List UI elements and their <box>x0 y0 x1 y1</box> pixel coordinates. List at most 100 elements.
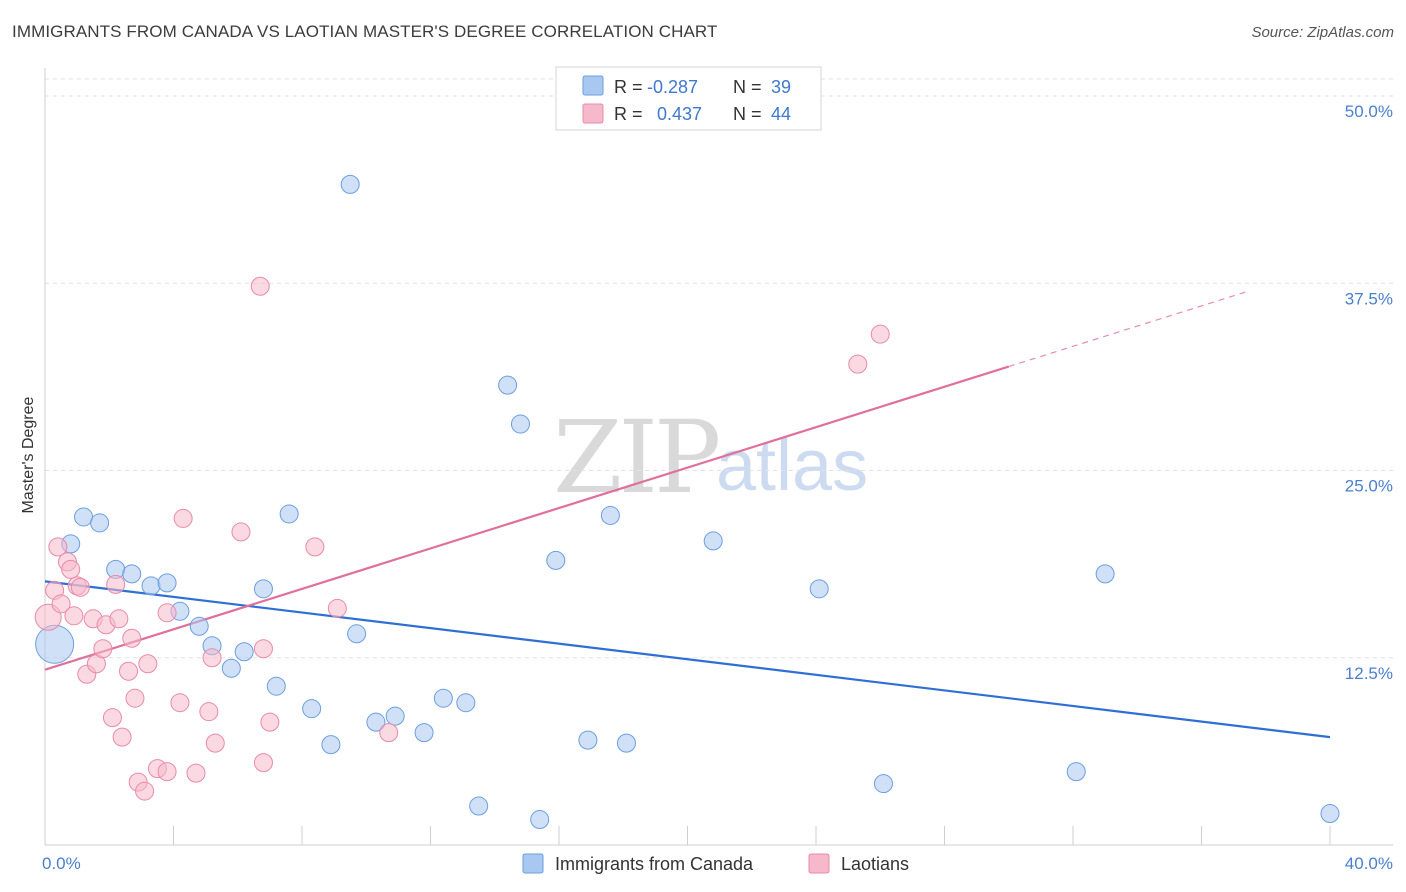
bottom-legend-swatch-laotians <box>808 853 830 874</box>
point-canada <box>189 616 209 636</box>
x-tick-label-max: 40.0% <box>1345 854 1393 873</box>
point-laotians <box>93 639 113 659</box>
point-laotians <box>327 598 347 618</box>
point-laotians <box>106 574 126 594</box>
point-canada <box>1320 804 1340 824</box>
gridlines <box>45 78 1393 659</box>
point-laotians <box>102 708 122 728</box>
point-canada <box>530 810 550 830</box>
point-laotians <box>61 559 81 579</box>
point-canada <box>90 513 110 533</box>
point-laotians <box>253 753 273 773</box>
watermark-atlas: atlas <box>716 426 868 506</box>
point-laotians <box>379 723 399 743</box>
y-tick-label: 37.5% <box>1345 289 1393 308</box>
point-laotians <box>64 606 84 626</box>
legend-n-label-canada: N = <box>733 77 762 97</box>
point-canada <box>385 706 405 726</box>
point-laotians <box>125 688 145 708</box>
point-canada <box>1066 762 1086 782</box>
axes <box>44 68 1393 846</box>
point-laotians <box>870 324 890 344</box>
point-canada <box>279 504 299 524</box>
point-canada <box>703 531 723 551</box>
y-tick-label: 12.5% <box>1345 664 1393 683</box>
trend-lines <box>44 290 1331 739</box>
point-canada <box>74 507 94 527</box>
point-laotians <box>157 762 177 782</box>
point-laotians <box>51 594 71 614</box>
y-axis-label: Master's Degree <box>20 396 37 513</box>
point-canada <box>498 375 518 395</box>
point-canada <box>366 712 386 732</box>
point-laotians <box>109 609 129 629</box>
bottom-legend-label-canada: Immigrants from Canada <box>555 854 754 874</box>
point-canada <box>141 576 161 596</box>
point-canada <box>510 414 530 434</box>
point-canada <box>302 699 322 719</box>
chart-title: IMMIGRANTS FROM CANADA VS LAOTIAN MASTER… <box>12 22 718 41</box>
legend-r-value-canada: -0.287 <box>647 77 698 97</box>
point-canada <box>578 730 598 750</box>
trend-line-laotians <box>44 365 1010 671</box>
data-points <box>34 174 1340 830</box>
point-canada <box>157 573 177 593</box>
point-canada <box>266 676 286 696</box>
watermark-zip: ZIP <box>553 399 718 516</box>
point-canada <box>809 579 829 599</box>
point-canada <box>456 693 476 713</box>
point-laotians <box>119 661 139 681</box>
y-tick-label: 25.0% <box>1345 477 1393 496</box>
y-tick-label: 50.0% <box>1345 102 1393 121</box>
point-laotians <box>260 712 280 732</box>
point-laotians <box>250 276 270 296</box>
x-tick-labels: 0.0% 40.0% <box>42 854 1393 873</box>
point-canada <box>347 624 367 644</box>
point-canada <box>122 564 142 584</box>
point-canada <box>600 505 620 525</box>
point-laotians <box>70 577 90 597</box>
point-laotians <box>231 522 251 542</box>
legend-n-value-laotians: 44 <box>771 104 791 124</box>
point-laotians <box>253 639 273 659</box>
point-laotians <box>205 733 225 753</box>
legend-n-label-laotians: N = <box>733 104 762 124</box>
legend-swatch-laotians <box>582 103 604 124</box>
point-canada <box>433 688 453 708</box>
point-laotians <box>186 763 206 783</box>
chart-source: Source: ZipAtlas.com <box>1251 24 1394 41</box>
point-laotians <box>122 628 142 648</box>
bottom-legend-swatch-canada <box>522 853 544 874</box>
point-canada <box>234 642 254 662</box>
point-canada <box>221 658 241 678</box>
point-laotians <box>173 508 193 528</box>
point-canada <box>1095 564 1115 584</box>
point-laotians <box>138 654 158 674</box>
point-canada <box>321 735 341 755</box>
legend-swatch-canada <box>582 75 604 96</box>
legend-r-value-laotians: 0.437 <box>657 104 702 124</box>
legend-r-label-canada: R = <box>614 77 643 97</box>
bottom-legend-label-laotians: Laotians <box>841 854 909 874</box>
point-laotians <box>170 693 190 713</box>
point-laotians <box>112 727 132 747</box>
point-canada <box>253 579 273 599</box>
point-canada <box>873 774 893 794</box>
legend-r-label-laotians: R = <box>614 104 643 124</box>
correlation-legend: R = -0.287 N = 39 R = 0.437 N = 44 <box>555 66 822 131</box>
point-laotians <box>305 537 325 557</box>
point-canada <box>340 174 360 194</box>
point-canada <box>414 723 434 743</box>
series-legend: Immigrants from Canada Laotians <box>522 853 909 874</box>
point-canada <box>35 624 75 664</box>
point-laotians <box>202 648 222 668</box>
trend-line-canada <box>44 580 1331 739</box>
point-laotians <box>135 781 155 801</box>
trend-line-laotians-extension <box>1008 290 1250 368</box>
point-laotians <box>48 537 68 557</box>
point-laotians <box>848 354 868 374</box>
y-tick-labels: 12.5% 25.0% 37.5% 50.0% <box>1345 102 1393 683</box>
point-laotians <box>199 702 219 722</box>
x-tick-label-min: 0.0% <box>42 854 81 873</box>
